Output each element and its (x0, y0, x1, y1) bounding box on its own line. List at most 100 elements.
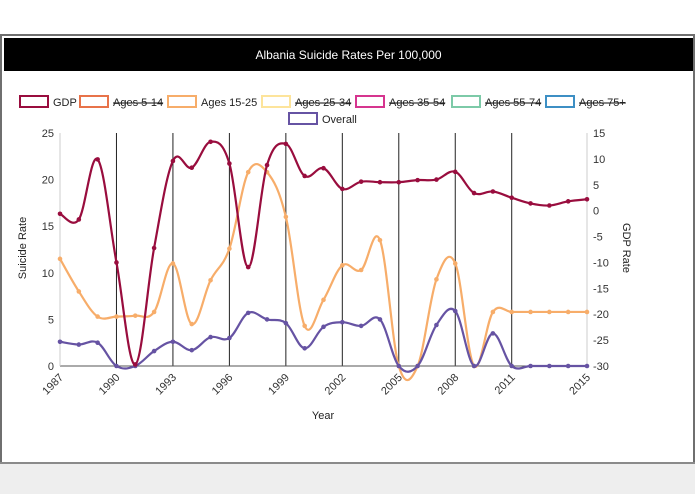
data-point-ages-15-25 (490, 309, 496, 315)
legend-swatch (167, 95, 197, 108)
data-point-gdp (377, 179, 383, 185)
data-point-overall (95, 340, 100, 346)
data-point-overall (170, 339, 176, 345)
legend-item-overall[interactable]: Overall (288, 112, 357, 126)
legend-swatch (79, 95, 109, 108)
data-point-gdp (528, 201, 533, 206)
x-tick-label: 2015 (567, 372, 593, 398)
legend-item-gdp[interactable]: GDP (19, 95, 77, 109)
data-point-ages-15-25 (208, 277, 213, 283)
x-tick-label: 1987 (40, 372, 66, 398)
data-point-ages-15-25 (434, 277, 439, 282)
legend-swatch (355, 95, 385, 108)
legend-item-ages-55-74[interactable]: Ages 55-74 (451, 95, 541, 109)
x-tick-label: 2005 (379, 372, 405, 398)
data-point-ages-15-25 (76, 289, 82, 294)
data-point-ages-15-25 (452, 261, 458, 266)
data-point-gdp (509, 195, 515, 201)
data-point-gdp (114, 260, 119, 265)
legend-item-ages-75-[interactable]: Ages 75+ (545, 95, 626, 109)
data-point-overall (340, 319, 345, 325)
legend-label: Ages 55-74 (485, 97, 541, 109)
data-point-gdp (76, 217, 82, 222)
data-point-ages-15-25 (151, 309, 157, 315)
data-point-gdp (189, 165, 195, 170)
data-point-overall (151, 348, 157, 354)
data-point-ages-15-25 (132, 313, 138, 318)
legend-label: Ages 25-34 (295, 97, 351, 109)
data-point-ages-15-25 (245, 169, 251, 175)
legend[interactable]: GDP Ages 5-14 Ages 15-25 Ages 25-34 Ages 35-… (19, 95, 626, 126)
data-point-gdp (584, 196, 590, 202)
y-tick-label: 20 (42, 175, 54, 187)
data-point-overall (528, 363, 533, 369)
data-point-gdp (302, 173, 307, 179)
data-point-ages-15-25 (227, 246, 232, 251)
data-point-overall (76, 342, 82, 347)
data-point-ages-15-25 (189, 321, 195, 327)
y2-tick-label: 0 (593, 206, 599, 218)
data-point-overall (302, 345, 307, 351)
legend-item-ages-25-34[interactable]: Ages 25-34 (261, 95, 351, 109)
legend-swatch (288, 112, 318, 125)
data-point-ages-15-25 (358, 267, 364, 273)
y2-tick-label: 15 (593, 128, 605, 140)
legend-item-ages-35-54[interactable]: Ages 35-54 (355, 95, 445, 109)
x-tick-label: 1999 (266, 372, 292, 398)
data-point-overall (189, 347, 195, 353)
data-point-ages-15-25 (114, 314, 119, 319)
data-point-overall (245, 310, 251, 316)
data-point-overall (415, 363, 420, 369)
data-point-gdp (283, 141, 289, 147)
x-tick-label: 2002 (323, 372, 349, 398)
y-tick-label: 15 (42, 221, 54, 233)
x-tick-label: 1993 (153, 372, 179, 398)
y-tick-label: 10 (42, 268, 54, 280)
data-point-ages-15-25 (170, 261, 176, 266)
data-point-gdp (565, 199, 571, 204)
data-point-overall (565, 363, 571, 369)
data-point-overall (584, 363, 590, 369)
data-point-ages-15-25 (509, 309, 515, 315)
chart-panel (0, 34, 695, 464)
x-tick-label: 1990 (97, 372, 123, 398)
data-point-ages-15-25 (95, 314, 100, 319)
data-point-gdp (358, 179, 364, 184)
x-axis-title: Year (312, 410, 335, 422)
legend-swatch (261, 95, 291, 108)
series-line-overall (59, 307, 587, 373)
y2-tick-label: 5 (593, 180, 599, 192)
x-tick-label: 2011 (493, 372, 518, 397)
data-point-overall (490, 331, 496, 336)
legend-item-ages-5-14[interactable]: Ages 5-14 (79, 95, 163, 109)
y2-tick-label: -5 (593, 232, 603, 244)
legend-item-ages-15-25[interactable]: Ages 15-25 (167, 95, 257, 109)
y2-axis-title: GDP Rate (620, 223, 632, 273)
data-point-overall (57, 339, 63, 345)
legend-label: Ages 15-25 (201, 97, 257, 109)
data-point-gdp (151, 245, 157, 251)
data-point-gdp (245, 264, 251, 270)
data-point-overall (227, 335, 232, 341)
y-tick-label: 5 (48, 314, 54, 326)
data-point-ages-15-25 (377, 237, 383, 243)
data-point-overall (396, 363, 402, 369)
data-point-overall (452, 308, 458, 314)
data-point-gdp (95, 157, 100, 162)
data-point-gdp (132, 362, 138, 367)
x-tick-label: 2008 (436, 372, 462, 398)
data-point-gdp (547, 203, 552, 208)
y2-tick-label: -10 (593, 257, 609, 269)
data-point-gdp (396, 179, 402, 185)
data-point-overall (509, 363, 515, 369)
data-point-ages-15-25 (565, 309, 571, 315)
y-tick-label: 25 (42, 128, 54, 140)
data-point-gdp (340, 186, 345, 192)
data-point-gdp (170, 158, 176, 164)
y2-tick-label: -15 (593, 283, 609, 295)
data-point-gdp (471, 190, 477, 196)
data-point-overall (547, 363, 552, 369)
data-point-overall (283, 320, 289, 326)
chart-title: Albania Suicide Rates Per 100,000 (4, 38, 693, 71)
